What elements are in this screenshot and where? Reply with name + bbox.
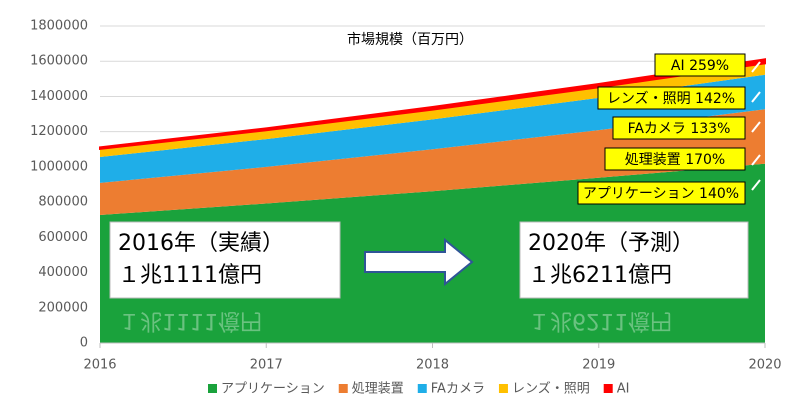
summary-box — [109, 221, 341, 299]
growth-callouts: AI 259% レンズ・照明 142% FAカメラ 133% 処理装置 170%… — [577, 53, 761, 205]
y-tick-label: 1600000 — [30, 54, 88, 69]
y-tick-label: 1800000 — [30, 19, 88, 34]
callout-pointers — [751, 61, 761, 191]
summary-2020: 2020年（予測） １兆6211億円 １兆6211億円 — [519, 221, 749, 333]
legend-swatch — [603, 384, 613, 393]
legend: アプリケーション 処理装置 FAカメラ レンズ・照明 AI — [208, 381, 629, 397]
callout-text: 処理装置 170% — [625, 152, 725, 168]
summary-text: １兆1111億円 — [118, 263, 262, 288]
legend-swatch — [208, 384, 217, 393]
chart-title: 市場規模（百万円） — [347, 31, 473, 48]
callout-text: レンズ・照明 142% — [607, 91, 735, 107]
callout-box — [654, 53, 746, 77]
callout-box — [597, 86, 746, 110]
legend-label: レンズ・照明 — [512, 381, 590, 397]
legend-swatch — [498, 384, 508, 393]
y-tick-label: 800000 — [38, 195, 88, 210]
x-tick-label: 2019 — [582, 358, 615, 373]
y-tick-label: 1400000 — [30, 89, 88, 104]
arrow — [364, 237, 474, 287]
y-tick-label: 0 — [80, 336, 88, 351]
callout-box — [604, 147, 746, 171]
legend-label: AI — [617, 382, 630, 397]
summary-reflection: １兆1111億円 — [118, 308, 262, 333]
x-tick-label: 2016 — [83, 358, 116, 373]
callout-box — [577, 181, 746, 205]
x-tick-label: 2020 — [748, 358, 781, 373]
x-tick-label: 2017 — [250, 358, 283, 373]
legend-swatch — [417, 384, 427, 393]
summary-text: １兆6211億円 — [528, 263, 672, 288]
summary-text: 2020年（予測） — [528, 231, 694, 256]
summary-reflection: １兆6211億円 — [528, 308, 672, 333]
callout-text: FAカメラ 133% — [628, 121, 731, 137]
y-tick-label: 1000000 — [30, 159, 88, 174]
legend-label: アプリケーション — [221, 382, 325, 397]
y-tick-label: 200000 — [38, 300, 88, 315]
area — [99, 58, 766, 151]
callout-box — [612, 116, 746, 140]
legend-label: FAカメラ — [431, 382, 485, 397]
summary-text: 2016年（実績） — [118, 231, 284, 256]
legend-swatch — [338, 384, 348, 393]
callout-text: アプリケーション 140% — [583, 186, 739, 202]
area — [100, 109, 765, 215]
y-tick-label: 1200000 — [30, 124, 88, 139]
callout-text: AI 259% — [671, 58, 729, 74]
y-tick-label: 400000 — [38, 265, 88, 280]
summary-box — [519, 221, 749, 299]
summary-2016: 2016年（実績） １兆1111億円 １兆1111億円 — [109, 221, 341, 333]
y-tick-label: 600000 — [38, 230, 88, 245]
x-tick-label: 2018 — [416, 358, 449, 373]
legend-label: 処理装置 — [352, 382, 404, 397]
